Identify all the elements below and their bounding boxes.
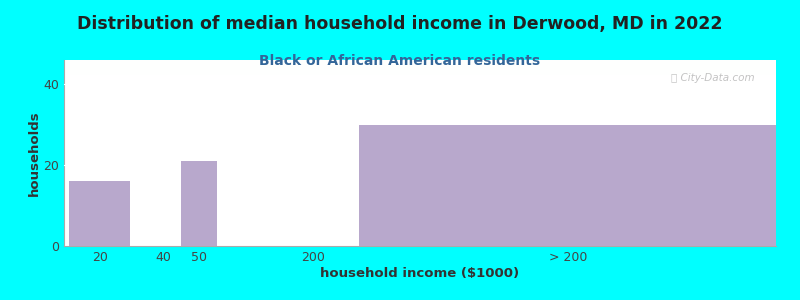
Bar: [64, 160, 776, 203]
Bar: [64, 203, 776, 246]
Bar: [64, 75, 776, 118]
Text: Black or African American residents: Black or African American residents: [259, 54, 541, 68]
Bar: [359, 125, 776, 246]
Bar: [64, 0, 776, 32]
X-axis label: household income ($1000): household income ($1000): [321, 267, 519, 280]
Bar: [70, 181, 130, 246]
Bar: [64, 32, 776, 75]
Bar: [64, 118, 776, 160]
Text: Distribution of median household income in Derwood, MD in 2022: Distribution of median household income …: [78, 15, 722, 33]
Y-axis label: households: households: [27, 110, 41, 196]
Bar: [182, 161, 217, 246]
Text: Ⓜ City-Data.com: Ⓜ City-Data.com: [671, 73, 754, 83]
